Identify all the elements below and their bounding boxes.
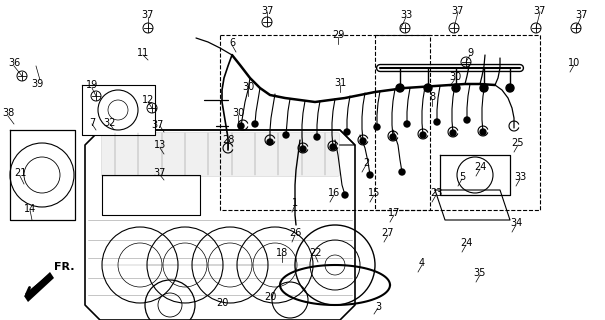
Text: 35: 35 <box>474 268 486 278</box>
Circle shape <box>267 139 273 145</box>
Text: 32: 32 <box>104 118 116 128</box>
Text: 27: 27 <box>382 228 394 238</box>
Polygon shape <box>10 130 75 220</box>
Circle shape <box>344 129 350 135</box>
Text: 16: 16 <box>328 188 340 198</box>
Text: 6: 6 <box>229 38 235 48</box>
Circle shape <box>252 121 258 127</box>
Text: 1: 1 <box>292 198 298 208</box>
Text: 9: 9 <box>467 48 473 58</box>
Polygon shape <box>102 133 338 175</box>
Circle shape <box>434 119 440 125</box>
Circle shape <box>314 134 320 140</box>
Text: 37: 37 <box>152 120 164 130</box>
Circle shape <box>404 121 410 127</box>
Circle shape <box>396 84 404 92</box>
Text: 30: 30 <box>242 82 254 92</box>
Text: 37: 37 <box>575 10 587 20</box>
Text: 15: 15 <box>368 188 380 198</box>
Text: 30: 30 <box>449 72 461 82</box>
Polygon shape <box>24 272 54 302</box>
Bar <box>220 35 430 210</box>
Text: 5: 5 <box>459 172 465 182</box>
Polygon shape <box>82 85 155 135</box>
Text: 38: 38 <box>2 108 14 118</box>
Text: 33: 33 <box>514 172 526 182</box>
Text: 34: 34 <box>510 218 522 228</box>
Circle shape <box>330 144 336 150</box>
Text: 30: 30 <box>232 108 244 118</box>
Circle shape <box>360 138 366 144</box>
Polygon shape <box>85 130 355 320</box>
Text: 13: 13 <box>154 140 166 150</box>
Text: 14: 14 <box>24 204 36 214</box>
Text: 7: 7 <box>89 118 95 128</box>
Text: 37: 37 <box>452 6 464 16</box>
Circle shape <box>238 123 244 129</box>
Text: 18: 18 <box>276 248 288 258</box>
Text: 25: 25 <box>512 138 525 148</box>
Text: 10: 10 <box>568 58 580 68</box>
Text: 24: 24 <box>460 238 472 248</box>
Circle shape <box>300 146 306 152</box>
Circle shape <box>450 130 456 136</box>
Text: 26: 26 <box>289 228 301 238</box>
Text: 37: 37 <box>534 6 546 16</box>
Text: 17: 17 <box>388 208 400 218</box>
Text: FR.: FR. <box>54 262 74 272</box>
Text: 36: 36 <box>8 58 20 68</box>
Circle shape <box>390 134 396 140</box>
Text: 24: 24 <box>474 162 486 172</box>
Text: 20: 20 <box>264 292 276 302</box>
Text: 12: 12 <box>142 95 154 105</box>
Circle shape <box>480 84 488 92</box>
Text: 31: 31 <box>334 78 346 88</box>
Text: 11: 11 <box>137 48 149 58</box>
Text: 37: 37 <box>142 10 154 20</box>
Text: 20: 20 <box>216 298 228 308</box>
Circle shape <box>342 192 348 198</box>
Text: 3: 3 <box>375 302 381 312</box>
Circle shape <box>420 132 426 138</box>
Circle shape <box>506 84 514 92</box>
Circle shape <box>399 169 405 175</box>
Text: 37: 37 <box>154 168 166 178</box>
Text: 22: 22 <box>309 248 321 258</box>
Circle shape <box>464 117 470 123</box>
Circle shape <box>374 124 380 130</box>
Circle shape <box>480 129 486 135</box>
Circle shape <box>283 132 289 138</box>
Circle shape <box>424 84 432 92</box>
Text: 37: 37 <box>261 6 273 16</box>
Text: 23: 23 <box>430 188 442 198</box>
Bar <box>375 35 540 210</box>
Text: 8: 8 <box>429 92 435 102</box>
Text: 19: 19 <box>86 80 98 90</box>
Circle shape <box>367 172 373 178</box>
Text: 21: 21 <box>14 168 26 178</box>
Text: 28: 28 <box>222 135 234 145</box>
Text: 33: 33 <box>400 10 412 20</box>
Text: 2: 2 <box>363 158 369 168</box>
Text: 4: 4 <box>419 258 425 268</box>
Text: 39: 39 <box>31 79 43 89</box>
Text: 29: 29 <box>332 30 344 40</box>
Circle shape <box>452 84 460 92</box>
